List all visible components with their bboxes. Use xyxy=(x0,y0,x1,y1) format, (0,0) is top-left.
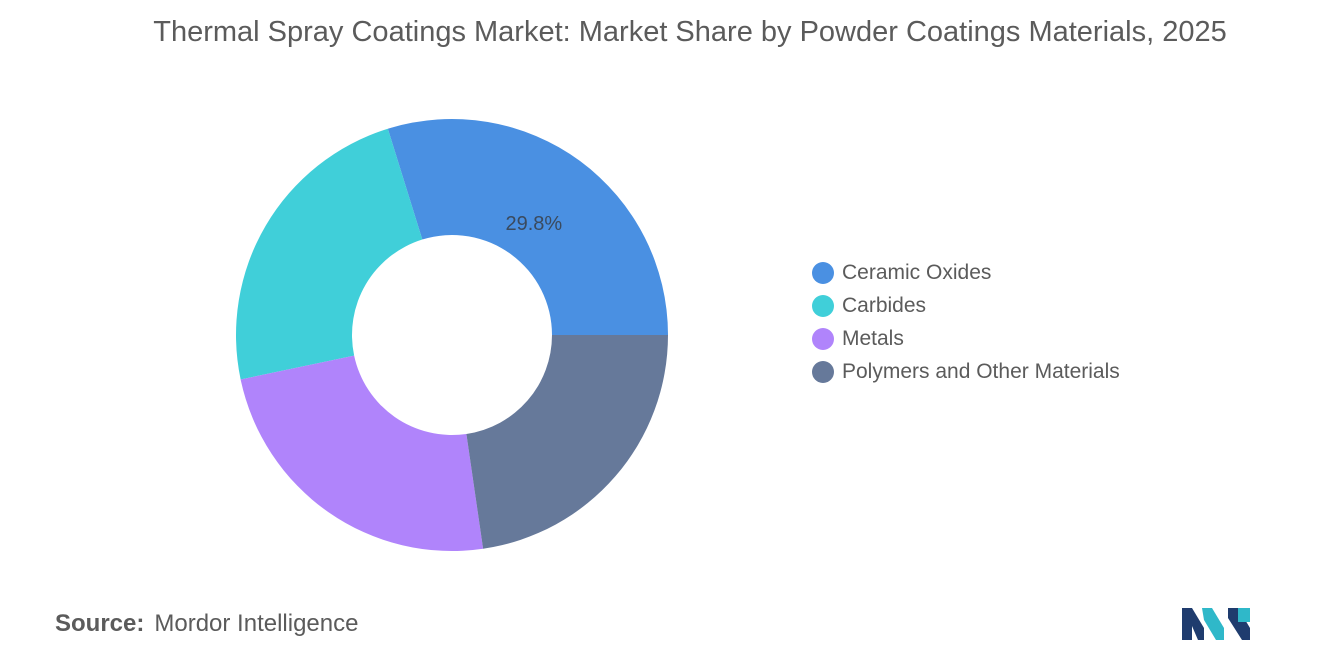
slice-metals xyxy=(240,355,484,551)
data-label-0: 29.8% xyxy=(505,213,562,235)
legend-label: Polymers and Other Materials xyxy=(842,359,1120,383)
logo-right-mark xyxy=(1228,608,1250,640)
legend-label: Carbides xyxy=(842,293,927,317)
chart-title: Thermal Spray Coatings Market: Market Sh… xyxy=(153,16,1227,48)
donut-slices xyxy=(235,118,668,551)
legend-swatch xyxy=(812,360,834,383)
source-label: Source: xyxy=(55,610,145,637)
source-note: Source: Mordor Intelligence xyxy=(55,610,358,638)
legend-item: Ceramic Oxides xyxy=(812,256,1120,289)
legend-item: Carbides xyxy=(812,289,1120,322)
slice-ceramic-oxides xyxy=(387,118,668,335)
source-text: Mordor Intelligence xyxy=(154,610,359,637)
logo-middle-mark xyxy=(1202,608,1224,640)
mordor-intelligence-logo xyxy=(1182,608,1250,640)
legend-swatch xyxy=(812,261,834,284)
legend-label: Ceramic Oxides xyxy=(842,260,992,284)
legend-item: Polymers and Other Materials xyxy=(812,355,1120,388)
legend-swatch xyxy=(812,327,834,350)
chart-legend: Ceramic Oxides Carbides Metals Polymers and… xyxy=(812,256,1120,388)
slice-carbides xyxy=(235,128,423,380)
logo-left-mark xyxy=(1182,608,1204,640)
slice-polymers-and-other-materials xyxy=(466,335,668,549)
data-labels: 29.8% xyxy=(505,213,562,235)
legend-label: Metals xyxy=(842,326,904,350)
legend-item: Metals xyxy=(812,322,1120,355)
legend-swatch xyxy=(812,294,834,317)
logo-right-bar xyxy=(1238,608,1250,622)
